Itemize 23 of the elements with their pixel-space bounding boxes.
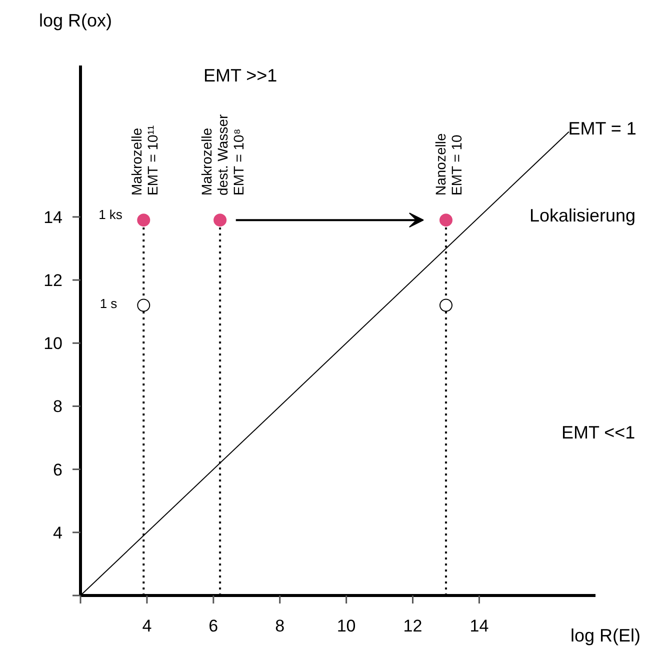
- x-tick-label: 14: [470, 616, 489, 636]
- annotation: Lokalisierung: [529, 206, 636, 226]
- x-tick-label: 4: [142, 616, 152, 636]
- y-tick-label: 8: [53, 397, 63, 416]
- y-axis-title: log R(ox): [38, 10, 112, 30]
- y-tick-label: 10: [44, 334, 63, 354]
- y-tick-label: 4: [53, 523, 63, 542]
- x-axis-title: log R(El): [570, 626, 641, 646]
- annotation: EMT = 1: [568, 118, 636, 138]
- annotation: EMT >>1: [203, 66, 278, 86]
- annotation: Makrozelle EMT = 10¹¹: [128, 125, 160, 196]
- x-tick-label: 12: [403, 616, 422, 636]
- x-tick-label: 6: [208, 616, 218, 636]
- y-tick-label: 14: [44, 208, 63, 227]
- annotation: Makrozelle dest. Wasser EMT = 10⁸: [198, 114, 246, 196]
- y-tick-label: 12: [44, 271, 63, 290]
- annotation: 1 ks: [98, 207, 123, 222]
- annotation: Nanozelle EMT = 10: [432, 133, 464, 196]
- x-tick-label: 10: [336, 616, 356, 636]
- y-tick-label: 6: [53, 460, 63, 480]
- annotation: 1 s: [100, 296, 118, 311]
- x-tick-label: 8: [275, 616, 285, 636]
- annotation: EMT <<1: [561, 422, 636, 442]
